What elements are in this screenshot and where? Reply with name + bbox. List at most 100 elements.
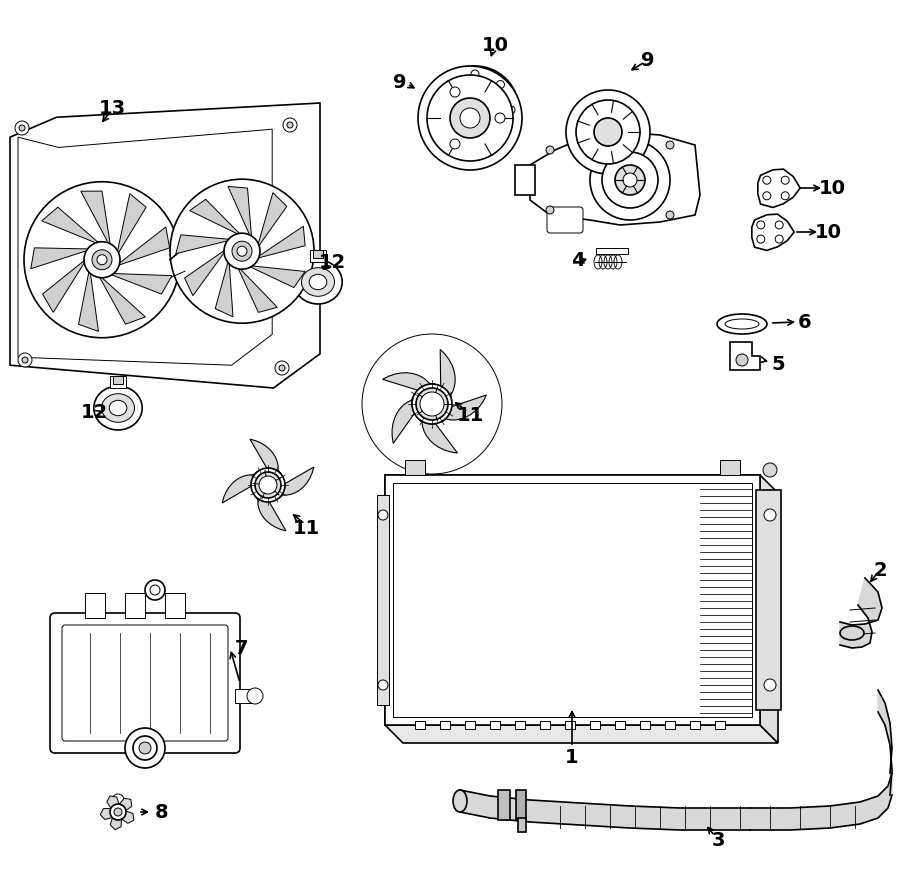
- Bar: [377, 495, 389, 705]
- Text: 12: 12: [319, 253, 346, 272]
- Bar: [385, 475, 760, 725]
- Polygon shape: [441, 395, 487, 422]
- Bar: [720, 460, 740, 475]
- Bar: [415, 721, 425, 729]
- Circle shape: [757, 221, 765, 229]
- Circle shape: [590, 140, 670, 220]
- Circle shape: [114, 808, 122, 816]
- Circle shape: [22, 357, 28, 363]
- Bar: [125, 593, 145, 618]
- Polygon shape: [279, 467, 314, 498]
- Circle shape: [247, 688, 263, 704]
- Text: 8: 8: [155, 803, 169, 822]
- Circle shape: [418, 66, 522, 170]
- Polygon shape: [236, 264, 277, 312]
- Polygon shape: [111, 816, 122, 830]
- Circle shape: [546, 146, 554, 154]
- Polygon shape: [250, 439, 282, 474]
- Circle shape: [224, 233, 260, 269]
- Polygon shape: [100, 809, 114, 819]
- Circle shape: [594, 118, 622, 146]
- Circle shape: [170, 180, 314, 323]
- Polygon shape: [460, 790, 750, 830]
- Circle shape: [24, 182, 180, 338]
- Polygon shape: [530, 132, 700, 225]
- Polygon shape: [42, 257, 88, 312]
- Text: 10: 10: [814, 223, 842, 241]
- Polygon shape: [418, 418, 457, 453]
- Polygon shape: [392, 395, 414, 444]
- Polygon shape: [31, 248, 93, 268]
- Bar: [615, 721, 625, 729]
- Ellipse shape: [453, 790, 467, 812]
- Circle shape: [775, 235, 783, 243]
- Text: 9: 9: [641, 50, 655, 70]
- Circle shape: [764, 509, 776, 521]
- Bar: [313, 250, 323, 258]
- Bar: [85, 593, 105, 618]
- Circle shape: [97, 254, 107, 265]
- Bar: [756, 490, 781, 710]
- Circle shape: [763, 463, 777, 477]
- Bar: [516, 790, 526, 820]
- Polygon shape: [118, 798, 131, 812]
- Circle shape: [283, 118, 297, 132]
- Circle shape: [576, 100, 640, 164]
- Bar: [113, 377, 123, 385]
- Circle shape: [259, 476, 277, 494]
- Ellipse shape: [293, 260, 342, 304]
- Text: 2: 2: [873, 561, 886, 580]
- Circle shape: [92, 250, 112, 270]
- Bar: [385, 475, 760, 725]
- FancyBboxPatch shape: [547, 207, 583, 233]
- Ellipse shape: [94, 386, 142, 430]
- Circle shape: [416, 388, 448, 420]
- Text: 3: 3: [711, 831, 724, 849]
- Polygon shape: [758, 169, 800, 208]
- Polygon shape: [78, 267, 98, 332]
- FancyBboxPatch shape: [50, 613, 240, 753]
- Polygon shape: [760, 475, 778, 743]
- Polygon shape: [254, 226, 305, 260]
- Text: 10: 10: [482, 35, 508, 55]
- Bar: [640, 721, 650, 729]
- Polygon shape: [120, 810, 134, 824]
- Polygon shape: [222, 472, 257, 503]
- Circle shape: [133, 736, 157, 760]
- Polygon shape: [382, 373, 436, 390]
- Circle shape: [412, 384, 452, 424]
- Circle shape: [15, 121, 29, 135]
- Circle shape: [110, 804, 126, 820]
- Bar: [405, 460, 425, 475]
- Circle shape: [666, 211, 674, 219]
- Ellipse shape: [109, 400, 127, 415]
- Text: 4: 4: [572, 251, 585, 269]
- Circle shape: [427, 75, 513, 161]
- Text: 11: 11: [292, 518, 320, 538]
- Bar: [665, 721, 675, 729]
- Circle shape: [275, 361, 289, 375]
- Bar: [165, 593, 185, 618]
- Circle shape: [781, 176, 789, 184]
- Polygon shape: [116, 194, 146, 257]
- Polygon shape: [878, 690, 892, 795]
- Bar: [596, 248, 628, 254]
- Polygon shape: [97, 273, 146, 324]
- Circle shape: [546, 206, 554, 214]
- Text: 9: 9: [393, 72, 407, 92]
- Bar: [515, 721, 525, 729]
- Polygon shape: [176, 235, 234, 253]
- Circle shape: [112, 794, 124, 806]
- Circle shape: [420, 392, 444, 416]
- Bar: [465, 721, 475, 729]
- Circle shape: [775, 221, 783, 229]
- Bar: [715, 721, 725, 729]
- Circle shape: [255, 472, 281, 498]
- Circle shape: [460, 108, 480, 128]
- Ellipse shape: [302, 268, 335, 297]
- Circle shape: [237, 246, 247, 256]
- Text: 11: 11: [456, 406, 483, 424]
- Polygon shape: [385, 725, 778, 743]
- Polygon shape: [190, 199, 243, 238]
- Circle shape: [736, 354, 748, 366]
